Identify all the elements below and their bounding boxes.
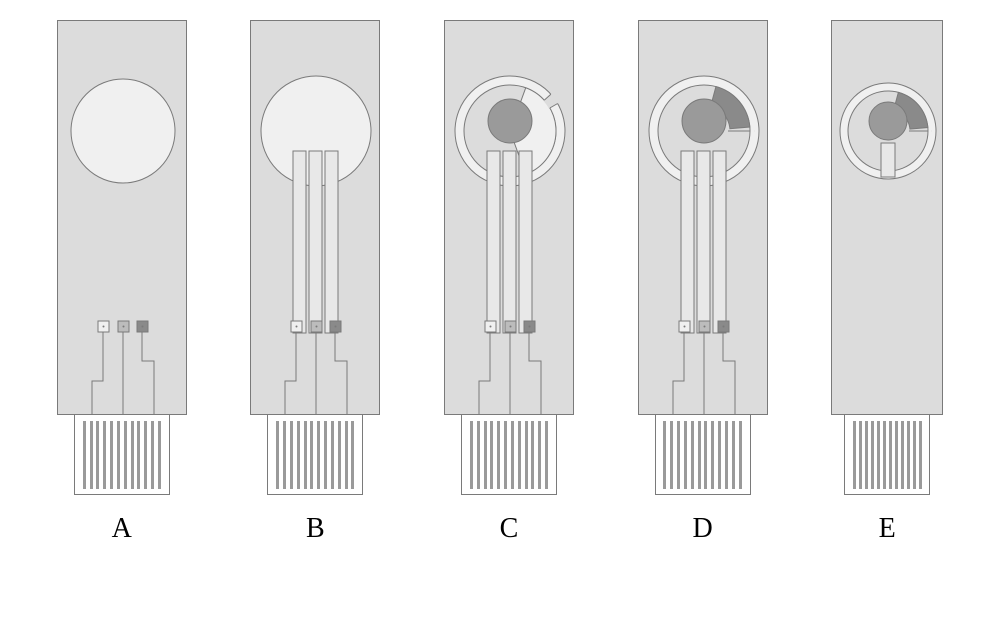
connector-pin	[725, 421, 728, 489]
connector	[844, 415, 930, 495]
connector-pin	[324, 421, 327, 489]
connector-pin	[304, 421, 307, 489]
panel-label: E	[879, 513, 896, 545]
connector-pin	[538, 421, 541, 489]
strip-svg	[251, 21, 381, 416]
connector-pin	[317, 421, 320, 489]
panel-E: E	[831, 20, 943, 545]
panel-B: B	[250, 20, 380, 545]
connector-pin	[913, 421, 916, 489]
connector-pin	[531, 421, 534, 489]
connector-pin	[283, 421, 286, 489]
strip	[250, 20, 380, 415]
connector-pin	[124, 421, 127, 489]
connector-pin	[871, 421, 874, 489]
strip-svg	[832, 21, 944, 416]
strip	[831, 20, 943, 415]
connector-pin	[131, 421, 134, 489]
panel-label: D	[692, 513, 712, 545]
connector-pin	[470, 421, 473, 489]
connector-pin	[919, 421, 922, 489]
device-C	[444, 20, 574, 495]
connector-pin	[290, 421, 293, 489]
connector-pin	[144, 421, 147, 489]
connector-pin	[732, 421, 735, 489]
connector	[655, 415, 751, 495]
connector-pin	[865, 421, 868, 489]
connector-pin	[859, 421, 862, 489]
strip	[444, 20, 574, 415]
connector-pin	[663, 421, 666, 489]
connector-pin	[117, 421, 120, 489]
connector-pin	[511, 421, 514, 489]
connector-pin	[883, 421, 886, 489]
device-B	[250, 20, 380, 495]
connector-pin	[83, 421, 86, 489]
strip	[57, 20, 187, 415]
connector-pin	[677, 421, 680, 489]
connector-pin	[518, 421, 521, 489]
connector-pin	[670, 421, 673, 489]
device-A	[57, 20, 187, 495]
panel-D: D	[638, 20, 768, 545]
connector-pin	[297, 421, 300, 489]
connector-pin	[545, 421, 548, 489]
panel-label: B	[306, 513, 325, 545]
connector-pin	[907, 421, 910, 489]
connector-pin	[525, 421, 528, 489]
connector	[267, 415, 363, 495]
connector-pin	[877, 421, 880, 489]
strip-svg	[445, 21, 575, 416]
connector-pin	[504, 421, 507, 489]
connector-pin	[351, 421, 354, 489]
connector-pin	[110, 421, 113, 489]
connector-pin	[497, 421, 500, 489]
connector-pin	[338, 421, 341, 489]
connector-pin	[137, 421, 140, 489]
panel-C: C	[444, 20, 574, 545]
connector-pin	[704, 421, 707, 489]
connector-pin	[718, 421, 721, 489]
connector-pin	[684, 421, 687, 489]
connector-pin	[276, 421, 279, 489]
device-E	[831, 20, 943, 495]
connector-pin	[345, 421, 348, 489]
strip	[638, 20, 768, 415]
device-D	[638, 20, 768, 495]
connector	[74, 415, 170, 495]
connector-pin	[158, 421, 161, 489]
figure-row: A B C D E	[0, 0, 1000, 545]
strip-svg	[58, 21, 188, 416]
connector-pin	[310, 421, 313, 489]
connector-pin	[739, 421, 742, 489]
connector-pin	[698, 421, 701, 489]
connector-pin	[853, 421, 856, 489]
strip-svg	[639, 21, 769, 416]
connector-pin	[901, 421, 904, 489]
connector-pin	[889, 421, 892, 489]
connector-pin	[90, 421, 93, 489]
connector-pin	[96, 421, 99, 489]
connector-pin	[895, 421, 898, 489]
connector-pin	[490, 421, 493, 489]
panel-label: C	[500, 513, 519, 545]
connector-pin	[484, 421, 487, 489]
panel-label: A	[112, 513, 132, 545]
connector-pin	[711, 421, 714, 489]
connector	[461, 415, 557, 495]
connector-pin	[151, 421, 154, 489]
connector-pin	[691, 421, 694, 489]
panel-A: A	[57, 20, 187, 545]
connector-pin	[477, 421, 480, 489]
connector-pin	[331, 421, 334, 489]
connector-pin	[103, 421, 106, 489]
